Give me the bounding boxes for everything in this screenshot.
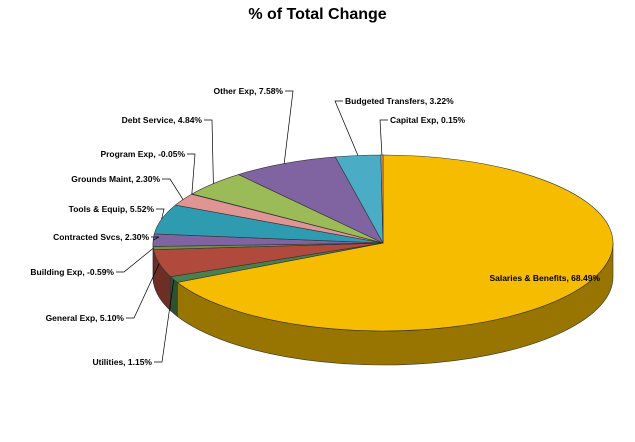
slice-label-8: Debt Service, 4.84% <box>122 115 203 125</box>
leader-line-7 <box>187 153 196 195</box>
slice-label-2: General Exp, 5.10% <box>46 313 125 323</box>
leader-line-6 <box>162 178 184 200</box>
leader-line-4 <box>151 236 160 241</box>
leader-line-10 <box>334 100 359 156</box>
slice-label-1: Utilities, 1.15% <box>92 357 152 367</box>
leader-line-5 <box>156 208 165 220</box>
slice-label-6: Grounds Maint, 2.30% <box>71 174 160 184</box>
slice-label-10: Budgeted Transfers, 3.22% <box>345 96 454 106</box>
leader-line-3 <box>116 247 154 273</box>
leader-line-9 <box>283 90 294 164</box>
chart-title: % of Total Change <box>248 6 387 23</box>
leader-line-11 <box>379 119 388 156</box>
slice-label-11: Capital Exp, 0.15% <box>390 115 466 125</box>
slice-label-3: Building Exp, -0.59% <box>30 267 114 277</box>
leader-line-2 <box>126 263 160 319</box>
slice-label-0: Salaries & Benefits, 68.49% <box>489 273 600 283</box>
leader-line-1 <box>154 279 175 363</box>
slice-label-4: Contracted Svcs, 2.30% <box>53 232 149 242</box>
slice-label-7: Program Exp, -0.05% <box>100 149 185 159</box>
pie-slice-11 <box>380 154 384 244</box>
slice-label-9: Other Exp, 7.58% <box>214 86 284 96</box>
leader-line-8 <box>204 119 214 184</box>
slice-label-5: Tools & Equip, 5.52% <box>69 204 155 214</box>
pie-slice-0 <box>176 154 614 332</box>
